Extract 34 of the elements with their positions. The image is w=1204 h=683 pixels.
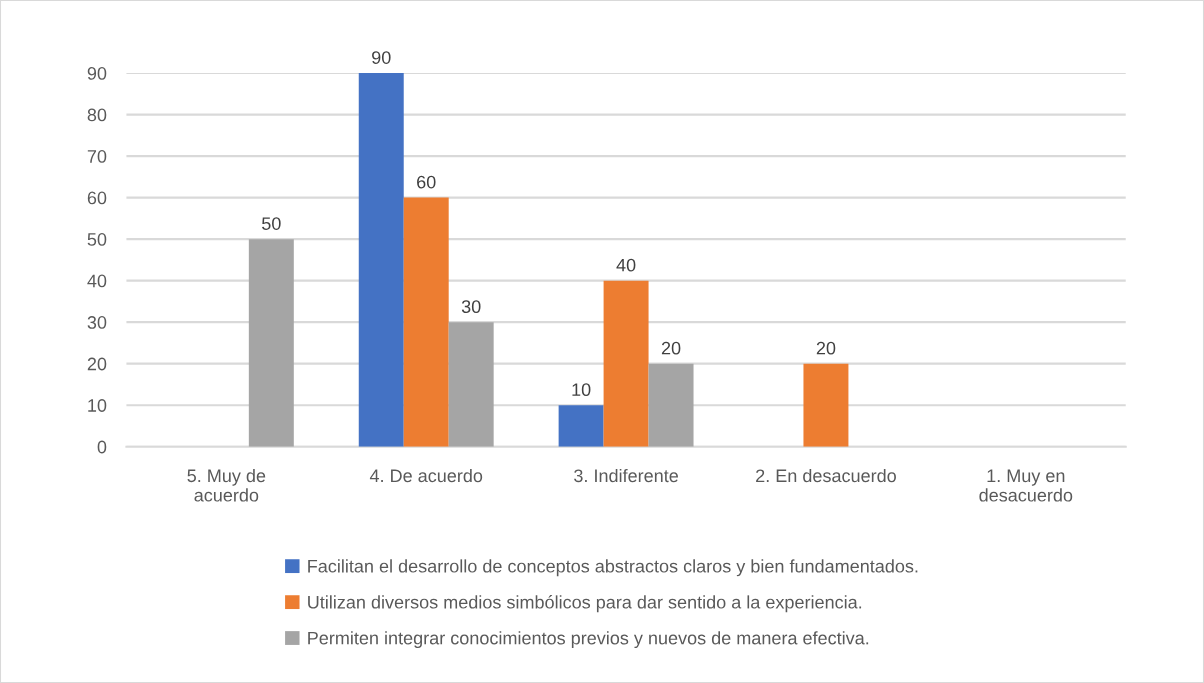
y-tick-label: 40 (87, 274, 107, 288)
bar (648, 363, 694, 447)
x-tick-label: 4. De acuerdo (369, 468, 483, 483)
bar (448, 322, 494, 447)
data-label: 20 (661, 341, 681, 355)
y-tick-label: 70 (87, 150, 107, 163)
bar (248, 239, 294, 447)
bar (358, 73, 404, 447)
y-tick-label: 60 (87, 191, 107, 205)
data-label: 30 (461, 300, 481, 314)
data-label: 10 (572, 383, 591, 397)
data-label: 90 (372, 51, 391, 64)
bar (603, 280, 649, 447)
data-label: 60 (417, 175, 436, 189)
legend-label: Utilizan diversos medios simbólicos para dar sentido a la experiencia. (308, 595, 862, 613)
y-tick-label: 50 (87, 233, 107, 246)
data-label: 20 (816, 341, 836, 355)
bar (558, 405, 604, 447)
legend-label: Permiten integrar conocimientos previos y nuevos de manera efectiva. (308, 631, 869, 649)
legend-label: Facilitan el desarrollo de conceptos abstractos claros y bien fundamentados. (308, 559, 918, 577)
y-tick-label: 10 (88, 399, 107, 412)
y-tick-label: 20 (87, 357, 107, 371)
bar (403, 197, 449, 447)
data-label: 50 (262, 217, 281, 230)
y-tick-label: 80 (87, 108, 107, 122)
y-tick-label: 30 (87, 316, 107, 329)
x-tick-label: 3. Indiferente (574, 468, 678, 483)
x-tick-label: 2. En desacuerdo (756, 468, 896, 483)
x-tick-label: 5. Muy de acuerdo (187, 468, 266, 502)
y-tick-label: 90 (87, 67, 107, 80)
data-label: 40 (616, 258, 636, 272)
y-tick-label: 0 (97, 440, 107, 454)
bar (803, 363, 849, 447)
x-tick-label: 1. Muy en desacuerdo (979, 469, 1073, 502)
